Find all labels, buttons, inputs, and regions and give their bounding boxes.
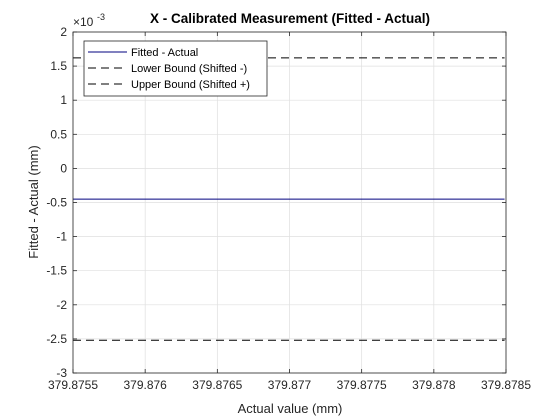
x-tick-label: 379.877 xyxy=(268,378,312,392)
x-axis-label: Actual value (mm) xyxy=(238,401,343,416)
y-tick-label: -2.5 xyxy=(46,332,67,346)
y-tick-label: -1 xyxy=(56,230,67,244)
y-exponent-label: ×10 -3 xyxy=(73,12,105,29)
y-tick-label: -0.5 xyxy=(46,196,67,210)
y-tick-label: 0.5 xyxy=(50,127,67,141)
y-tick-label: -2 xyxy=(56,298,67,312)
x-tick-label: 379.8785 xyxy=(481,378,531,392)
y-exponent-value: -3 xyxy=(97,12,105,22)
x-tick-label: 379.878 xyxy=(412,378,456,392)
y-tick-label: 2 xyxy=(60,25,67,39)
legend: Fitted - Actual Lower Bound (Shifted -) Up… xyxy=(83,40,268,97)
y-tick-label: 1 xyxy=(60,93,67,107)
chart-title: X - Calibrated Measurement (Fitted - Act… xyxy=(150,11,430,26)
x-tick-label: 379.8755 xyxy=(48,378,98,392)
ticks xyxy=(72,31,507,374)
y-tick-label: 0 xyxy=(60,161,67,175)
y-tick-label: -3 xyxy=(56,366,67,380)
legend-label: Lower Bound (Shifted -) xyxy=(131,63,247,75)
tick-labels: 379.8755 379.876 379.8765 379.877 379.8775 37… xyxy=(46,25,531,392)
y-axis-label: Fitted - Actual (mm) xyxy=(26,145,41,258)
legend-label: Fitted - Actual xyxy=(131,47,198,59)
x-tick-label: 379.8765 xyxy=(192,378,242,392)
x-tick-label: 379.876 xyxy=(123,378,167,392)
x-tick-label: 379.8775 xyxy=(337,378,387,392)
svg-text:×10: ×10 xyxy=(73,15,94,29)
legend-label: Upper Bound (Shifted +) xyxy=(131,79,250,91)
y-tick-label: -1.5 xyxy=(46,264,67,278)
y-tick-label: 1.5 xyxy=(50,59,67,73)
